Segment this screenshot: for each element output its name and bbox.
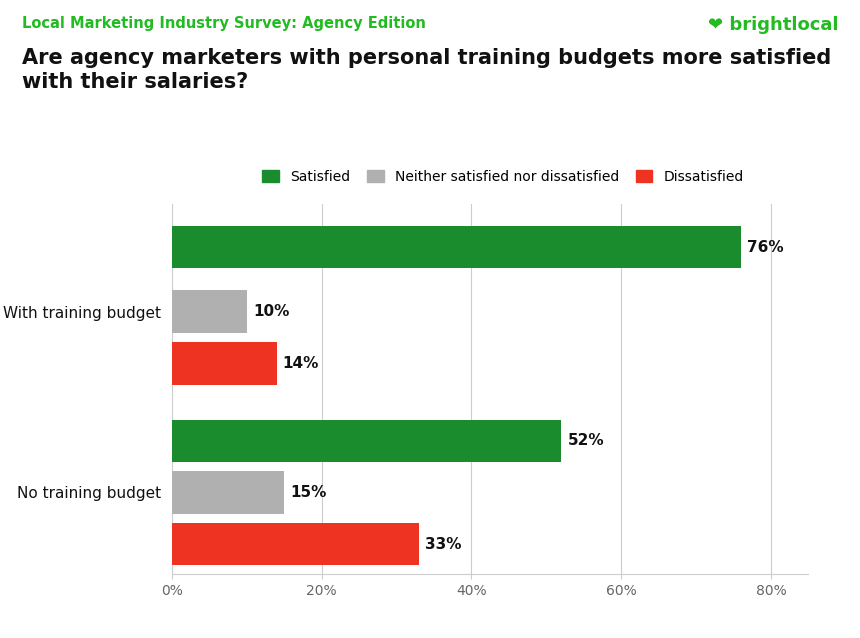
Text: 14%: 14% xyxy=(283,356,319,371)
Text: ❤ brightlocal: ❤ brightlocal xyxy=(708,16,838,34)
Text: 33%: 33% xyxy=(425,537,462,552)
Bar xyxy=(172,471,285,514)
Bar xyxy=(172,342,277,385)
Legend: Satisfied, Neither satisfied nor dissatisfied, Dissatisfied: Satisfied, Neither satisfied nor dissati… xyxy=(255,163,751,191)
Bar xyxy=(172,226,741,269)
Bar xyxy=(172,420,562,462)
Text: 10%: 10% xyxy=(253,304,289,319)
Text: 76%: 76% xyxy=(747,240,783,255)
Bar xyxy=(172,290,247,333)
Text: Are agency marketers with personal training budgets more satisfied
with their sa: Are agency marketers with personal train… xyxy=(22,48,831,92)
Text: Local Marketing Industry Survey: Agency Edition: Local Marketing Industry Survey: Agency … xyxy=(22,16,426,31)
Text: 15%: 15% xyxy=(291,485,327,500)
Bar xyxy=(172,523,419,565)
Text: 52%: 52% xyxy=(568,433,604,449)
